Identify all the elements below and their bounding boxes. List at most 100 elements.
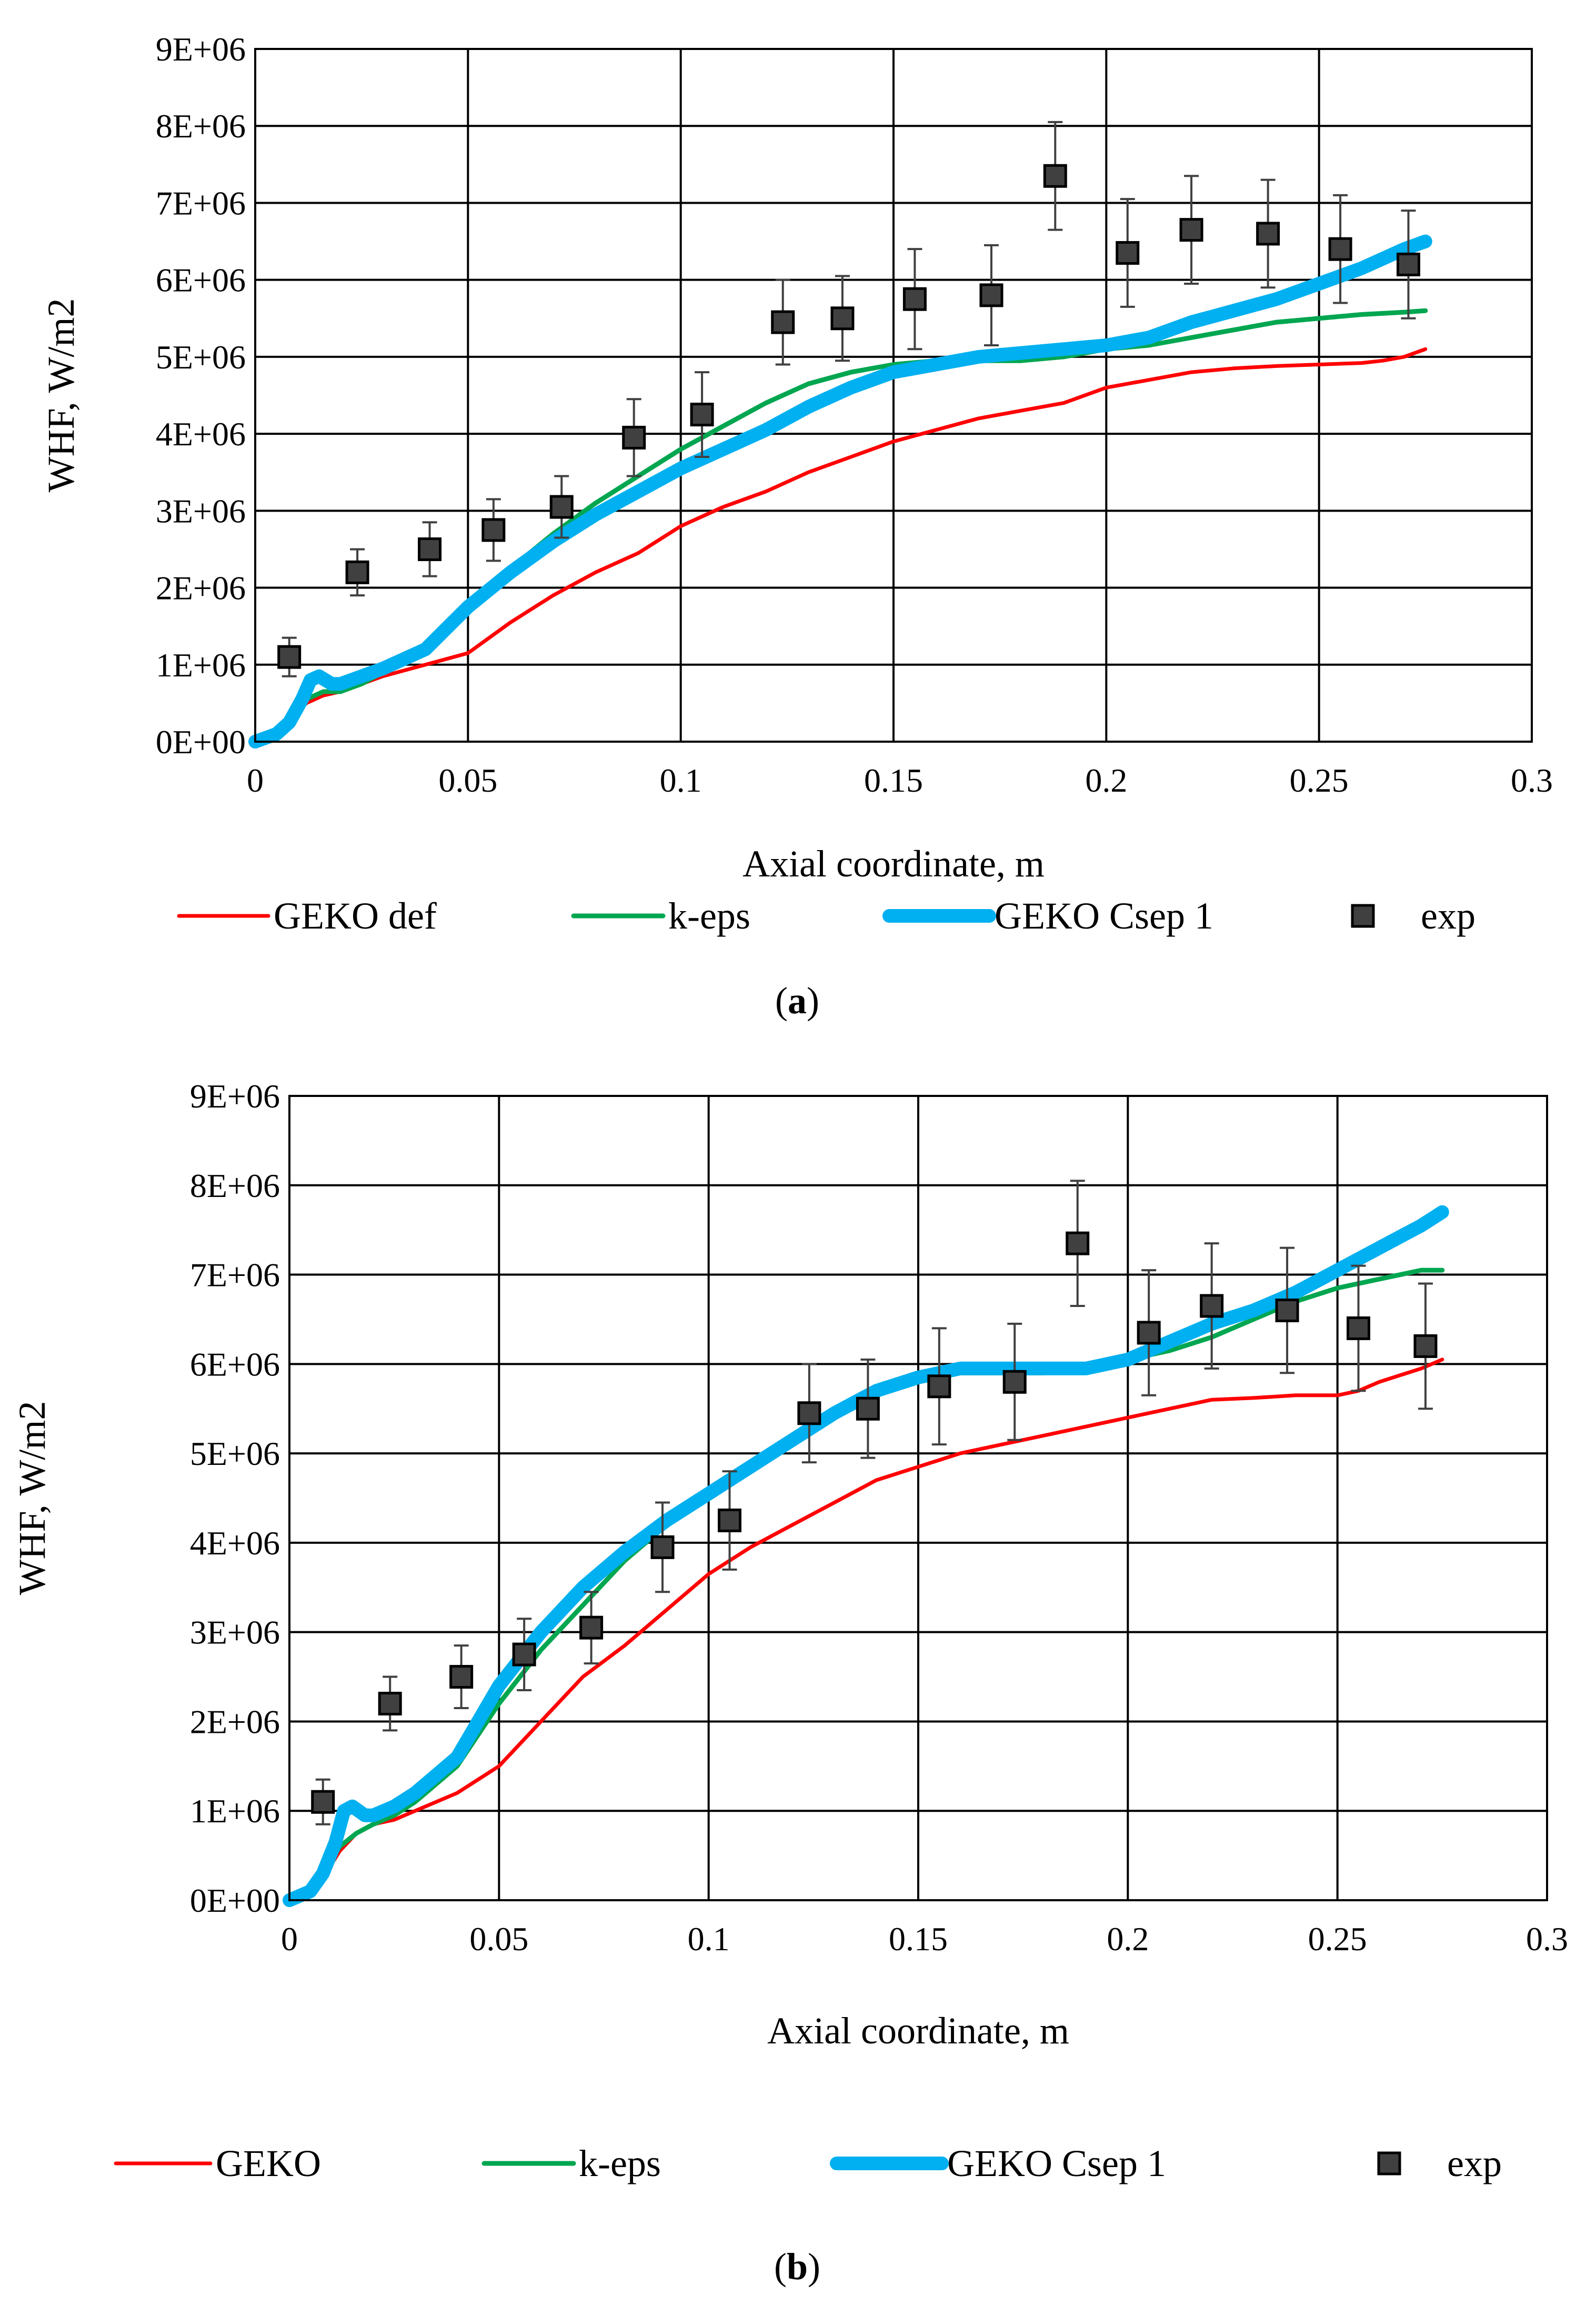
data-point	[1396, 209, 1420, 320]
exp-marker	[1396, 252, 1420, 276]
y-tick-label: 7E+06	[190, 1256, 280, 1294]
exp-marker	[579, 1615, 604, 1640]
exp-marker	[1347, 1316, 1370, 1340]
data-point	[1137, 1269, 1161, 1396]
y-tick-label: 2E+06	[190, 1703, 280, 1740]
y-tick-label: 5E+06	[190, 1435, 280, 1472]
data-point	[927, 1327, 951, 1446]
data-point	[1256, 178, 1280, 289]
data-point	[481, 498, 506, 562]
data-point	[1347, 1264, 1370, 1392]
data-point	[1043, 121, 1067, 231]
exp-marker	[1137, 1321, 1161, 1345]
exp-marker	[1256, 222, 1280, 246]
x-tick-label: 0.1	[688, 1920, 730, 1958]
exp-marker	[1413, 1334, 1438, 1358]
data-point	[856, 1358, 880, 1459]
y-tick-label: 9E+06	[190, 1077, 280, 1115]
legend-label: GEKO Csep 1	[947, 2142, 1166, 2184]
y-axis-title: WHF, W/m2	[40, 298, 82, 493]
legend: GEKO k-eps GEKO Csep 1 exp	[114, 2142, 1502, 2184]
y-tick-label: 8E+06	[190, 1167, 280, 1204]
exp-marker	[549, 495, 574, 519]
data-point	[311, 1778, 335, 1825]
legend-label: GEKO Csep 1	[995, 895, 1213, 937]
data-point	[418, 521, 442, 577]
legend-label: GEKO	[216, 2142, 321, 2184]
exp-marker	[311, 1790, 335, 1814]
y-axis-title: WHF, W/m2	[11, 1401, 53, 1595]
series-line	[283, 1205, 1449, 1907]
exp-marker	[1116, 241, 1140, 265]
data-point	[797, 1363, 821, 1464]
exp-marker	[650, 1535, 675, 1559]
legend-item: GEKO	[114, 2142, 321, 2184]
panel-caption: (b)	[774, 2246, 820, 2288]
y-tick-label: 4E+06	[156, 415, 246, 453]
y-tick-label: 1E+06	[156, 646, 246, 684]
x-tick-label: 0.2	[1085, 762, 1127, 799]
y-tick-label: 0E+00	[190, 1882, 280, 1919]
x-tick-label: 0.2	[1107, 1920, 1149, 1958]
data-point	[1066, 1180, 1090, 1307]
exp-marker	[622, 425, 646, 450]
plot-frame	[288, 1095, 1548, 1901]
exp-marker	[718, 1508, 741, 1532]
y-tick-label: 1E+06	[190, 1792, 280, 1830]
data-point	[549, 475, 574, 539]
exp-marker	[690, 403, 714, 427]
panel-caption-letter: a	[788, 980, 807, 1022]
panel-caption-letter: b	[787, 2246, 808, 2288]
legend-item: exp	[1377, 2142, 1502, 2184]
data-point	[1413, 1282, 1438, 1410]
data-point	[512, 1618, 536, 1692]
exp-marker	[277, 645, 302, 669]
data-point	[1200, 1242, 1224, 1370]
data-point	[622, 398, 646, 477]
exp-marker	[1200, 1294, 1224, 1318]
data-point	[1179, 175, 1203, 285]
legend-item: GEKO Csep 1	[830, 2142, 1166, 2184]
exp-marker	[1002, 1370, 1027, 1394]
exp-marker	[449, 1665, 474, 1689]
legend-item: exp	[1351, 895, 1475, 937]
data-point	[979, 244, 1003, 346]
y-tick-label: 7E+06	[156, 184, 246, 222]
x-tick-label: 0.15	[864, 762, 923, 799]
series-line	[253, 308, 1428, 744]
legend-label: k-eps	[579, 2142, 661, 2184]
legend-swatch	[1351, 904, 1375, 928]
x-tick-label: 0	[247, 762, 264, 799]
panel-caption: (a)	[775, 980, 819, 1022]
legend-label: exp	[1447, 2142, 1502, 2184]
data-point	[1002, 1322, 1027, 1441]
x-tick-label: 0.25	[1290, 762, 1349, 799]
data-point	[902, 248, 927, 351]
data-point	[830, 275, 855, 362]
legend-label: exp	[1421, 895, 1475, 937]
data-point	[690, 371, 714, 458]
legend-item: GEKO Csep 1	[882, 895, 1213, 937]
y-tick-label: 4E+06	[190, 1524, 280, 1562]
data-point	[579, 1591, 604, 1665]
exp-marker	[1066, 1231, 1090, 1255]
x-axis-title: Axial coordinate, m	[767, 2010, 1069, 2052]
chart-a: 0E+00 1E+06 2E+06 3E+06 4E+06 5E+06 6E+06 7E+06…	[40, 31, 1553, 1022]
legend-label: k-eps	[668, 895, 750, 937]
exp-marker	[902, 287, 927, 311]
y-tick-label: 6E+06	[156, 262, 246, 299]
plot-frame	[254, 48, 1533, 743]
data-point	[1116, 198, 1140, 308]
y-tick-label: 8E+06	[156, 107, 246, 145]
x-axis-title: Axial coordinate, m	[742, 843, 1045, 885]
legend-label: GEKO def	[274, 895, 437, 937]
data-point	[718, 1470, 741, 1571]
exp-marker	[1043, 164, 1067, 188]
data-point	[1328, 194, 1352, 304]
exp-marker	[771, 310, 795, 334]
data-point	[345, 548, 369, 597]
series-line	[248, 234, 1432, 749]
exp-marker	[1179, 218, 1203, 242]
exp-marker	[418, 537, 442, 561]
